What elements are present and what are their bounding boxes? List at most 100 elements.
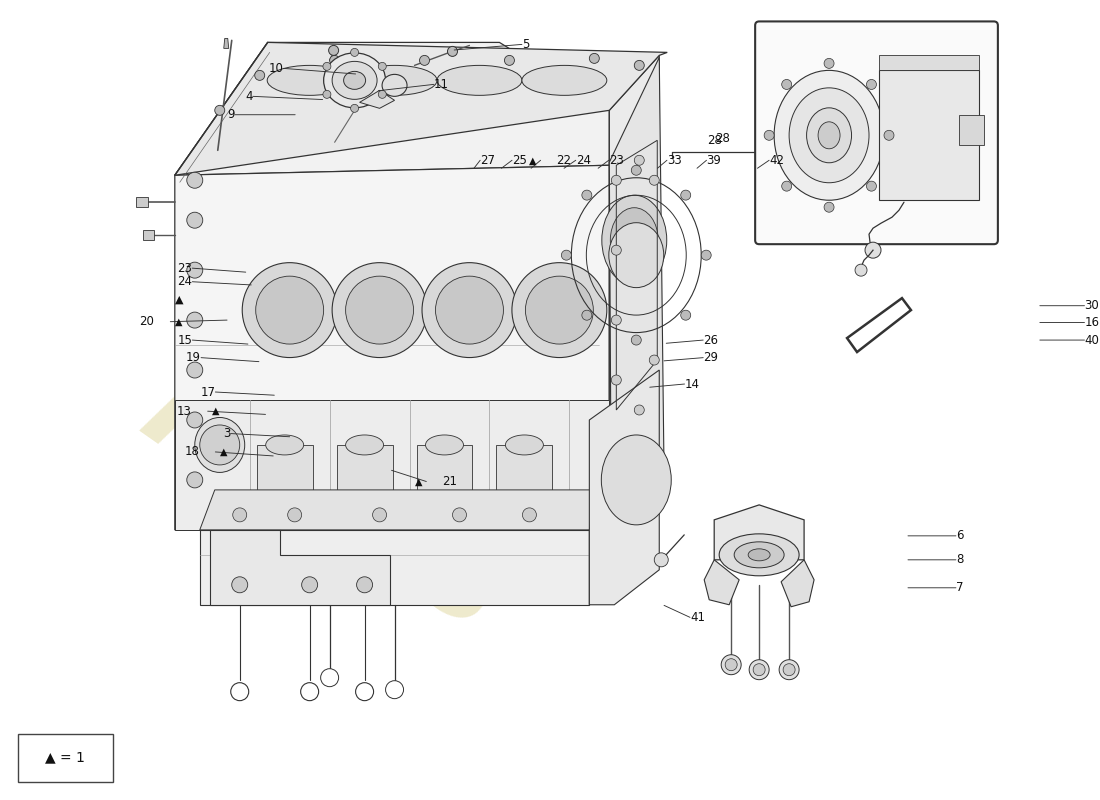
Text: 28: 28 xyxy=(707,134,722,146)
Circle shape xyxy=(754,664,766,676)
Ellipse shape xyxy=(436,276,504,344)
Text: 16: 16 xyxy=(1085,316,1100,329)
Polygon shape xyxy=(175,42,609,175)
Circle shape xyxy=(884,130,894,140)
Text: 39: 39 xyxy=(706,154,722,166)
Text: 21: 21 xyxy=(442,475,458,488)
Ellipse shape xyxy=(242,262,337,358)
Ellipse shape xyxy=(602,195,667,285)
Text: 11: 11 xyxy=(434,78,449,91)
Circle shape xyxy=(187,312,202,328)
Text: ▲ = 1: ▲ = 1 xyxy=(45,750,85,765)
Circle shape xyxy=(824,58,834,68)
Polygon shape xyxy=(200,530,590,605)
Circle shape xyxy=(522,508,537,522)
Text: ▲: ▲ xyxy=(220,447,227,457)
Text: 26: 26 xyxy=(703,334,718,346)
Polygon shape xyxy=(609,55,659,530)
Circle shape xyxy=(330,55,340,66)
Text: 9: 9 xyxy=(228,108,235,122)
Circle shape xyxy=(320,669,339,686)
Polygon shape xyxy=(496,445,552,490)
Circle shape xyxy=(355,682,374,701)
Text: 3: 3 xyxy=(223,427,231,440)
FancyBboxPatch shape xyxy=(18,734,113,782)
Circle shape xyxy=(386,681,404,698)
Circle shape xyxy=(612,375,621,385)
Circle shape xyxy=(378,90,386,98)
Circle shape xyxy=(452,508,466,522)
Text: 15: 15 xyxy=(177,334,192,346)
Circle shape xyxy=(635,405,645,415)
Polygon shape xyxy=(781,560,814,606)
Ellipse shape xyxy=(422,262,517,358)
Circle shape xyxy=(582,190,592,200)
Circle shape xyxy=(631,166,641,175)
Text: 10: 10 xyxy=(268,62,284,75)
Text: 20: 20 xyxy=(140,315,154,328)
Circle shape xyxy=(187,212,202,228)
Ellipse shape xyxy=(382,74,407,96)
Ellipse shape xyxy=(774,70,884,200)
Ellipse shape xyxy=(343,71,365,90)
Ellipse shape xyxy=(332,62,377,99)
Circle shape xyxy=(722,654,741,674)
Circle shape xyxy=(782,181,792,191)
Ellipse shape xyxy=(526,276,593,344)
Circle shape xyxy=(187,262,202,278)
Ellipse shape xyxy=(255,276,323,344)
Circle shape xyxy=(233,508,246,522)
Text: 14: 14 xyxy=(684,378,700,390)
Circle shape xyxy=(635,155,645,166)
Polygon shape xyxy=(360,90,395,108)
Circle shape xyxy=(448,46,458,56)
Circle shape xyxy=(288,508,301,522)
Ellipse shape xyxy=(426,435,463,455)
Polygon shape xyxy=(879,55,979,70)
Polygon shape xyxy=(256,445,312,490)
Text: 30: 30 xyxy=(1085,299,1099,312)
Polygon shape xyxy=(714,505,804,560)
Ellipse shape xyxy=(602,435,671,525)
Circle shape xyxy=(865,242,881,258)
Text: 7: 7 xyxy=(956,582,964,594)
Text: ▲: ▲ xyxy=(175,295,184,305)
Ellipse shape xyxy=(719,534,799,576)
Circle shape xyxy=(232,577,248,593)
Text: 28: 28 xyxy=(715,132,730,146)
Ellipse shape xyxy=(734,542,784,568)
Ellipse shape xyxy=(352,66,437,95)
Text: 19: 19 xyxy=(186,351,201,364)
Text: ▲: ▲ xyxy=(212,406,219,416)
Text: 25: 25 xyxy=(512,154,527,166)
Polygon shape xyxy=(200,490,594,530)
Circle shape xyxy=(356,577,373,593)
Polygon shape xyxy=(879,70,979,200)
Text: 4: 4 xyxy=(245,90,253,103)
Polygon shape xyxy=(704,560,739,605)
Polygon shape xyxy=(609,58,664,525)
Text: a passion for parts since 1997: a passion for parts since 1997 xyxy=(308,334,651,586)
Ellipse shape xyxy=(332,262,427,358)
Polygon shape xyxy=(590,530,614,605)
Ellipse shape xyxy=(748,549,770,561)
Circle shape xyxy=(612,245,621,255)
Text: 23: 23 xyxy=(177,262,192,274)
Circle shape xyxy=(749,660,769,680)
Circle shape xyxy=(351,104,359,112)
Circle shape xyxy=(187,412,202,428)
Text: 8: 8 xyxy=(956,554,964,566)
Circle shape xyxy=(631,335,641,345)
Circle shape xyxy=(351,48,359,56)
Circle shape xyxy=(323,62,331,70)
Circle shape xyxy=(200,425,240,465)
Polygon shape xyxy=(337,445,393,490)
Text: 41: 41 xyxy=(690,611,705,624)
Ellipse shape xyxy=(267,66,352,95)
Text: 17: 17 xyxy=(200,386,216,398)
Circle shape xyxy=(649,355,659,365)
Circle shape xyxy=(654,553,668,567)
Circle shape xyxy=(419,55,429,66)
Circle shape xyxy=(681,190,691,200)
Polygon shape xyxy=(175,400,609,530)
